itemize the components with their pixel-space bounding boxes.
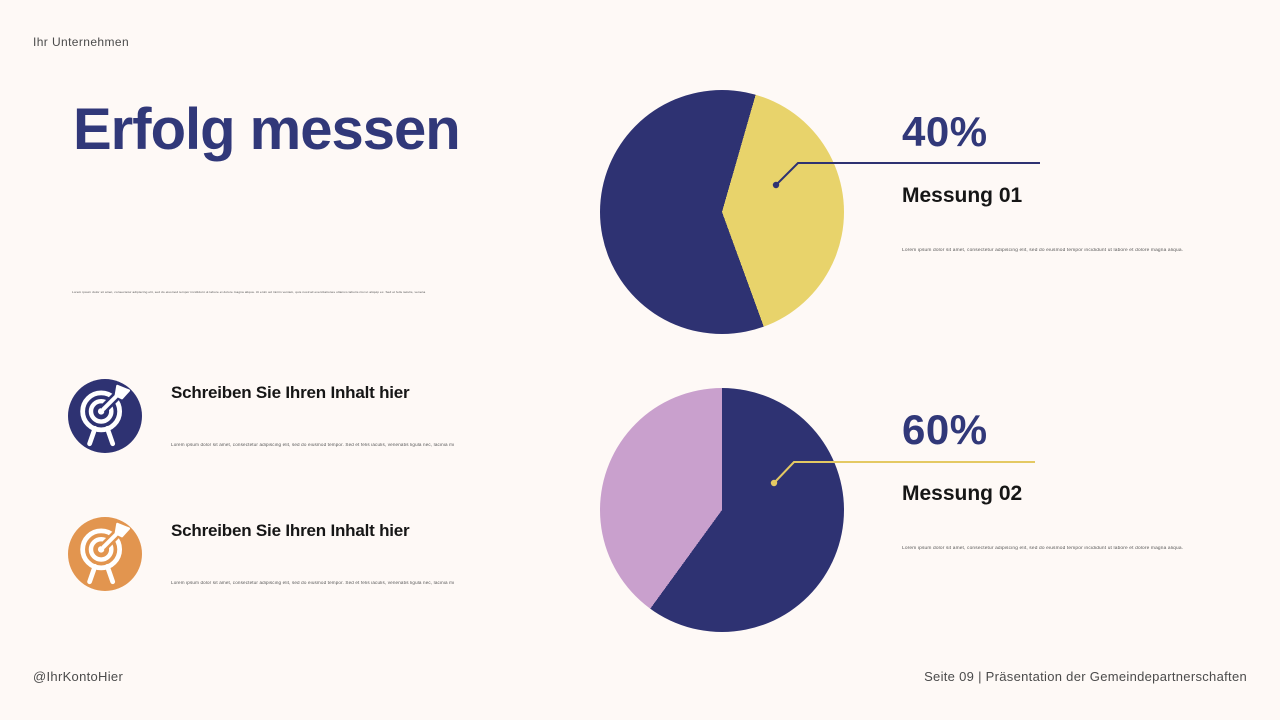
pie-chart-messung-01 xyxy=(600,90,844,334)
measurement-label: Messung 02 xyxy=(902,482,1023,505)
percent-value: 60% xyxy=(902,406,988,453)
stat-messung-01: 40% Messung 01 Lorem ipsum dolor sit ame… xyxy=(902,108,1242,288)
target-dart-icon xyxy=(80,384,131,447)
block-body: Lorem ipsum dolor sit amet, consectetur … xyxy=(171,581,455,586)
percent-value: 40% xyxy=(902,108,988,155)
pie-chart-messung-02 xyxy=(600,388,844,632)
footer-account-handle: @IhrKontoHier xyxy=(33,669,124,684)
block-body: Lorem ipsum dolor sit amet, consectetur … xyxy=(171,443,455,448)
target-icon-badge xyxy=(68,517,142,591)
intro-text: Lorem ipsum dolor sit amet, consectetur … xyxy=(72,291,426,295)
content-block-1: Schreiben Sie Ihren Inhalt hier Lorem ip… xyxy=(68,379,498,479)
target-dart-icon xyxy=(80,522,131,585)
measurement-label: Messung 01 xyxy=(902,184,1023,207)
stat-messung-02: 60% Messung 02 Lorem ipsum dolor sit ame… xyxy=(902,406,1242,586)
measurement-description: Lorem ipsum dolor sit amet, consectetur … xyxy=(902,248,1184,253)
target-icon-badge xyxy=(68,379,142,453)
block-heading: Schreiben Sie Ihren Inhalt hier xyxy=(171,521,410,540)
block-heading: Schreiben Sie Ihren Inhalt hier xyxy=(171,383,410,402)
company-name: Ihr Unternehmen xyxy=(33,35,130,49)
footer-page-info: Seite 09 | Präsentation der Gemeindepart… xyxy=(924,669,1247,684)
content-block-2: Schreiben Sie Ihren Inhalt hier Lorem ip… xyxy=(68,517,498,617)
page-title: Erfolg messen xyxy=(73,97,461,162)
measurement-description: Lorem ipsum dolor sit amet, consectetur … xyxy=(902,546,1184,551)
